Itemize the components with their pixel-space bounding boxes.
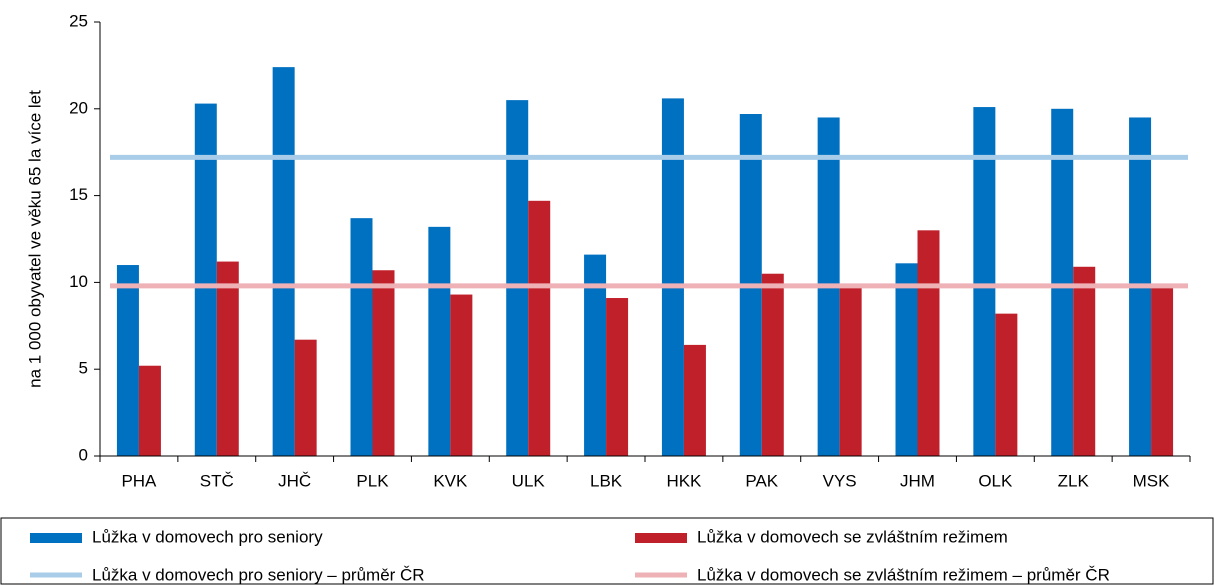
legend-swatch	[30, 533, 82, 543]
bar	[839, 285, 862, 456]
legend-box	[0, 517, 1214, 585]
y-tick-label: 15	[69, 185, 88, 204]
x-tick-label: JHČ	[278, 471, 311, 490]
bar	[1073, 266, 1096, 456]
bar	[506, 100, 529, 457]
x-tick-label: MSK	[1133, 471, 1171, 490]
x-tick-label: OLK	[978, 471, 1013, 490]
x-tick-label: KVK	[433, 471, 468, 490]
y-tick-label: 0	[79, 445, 88, 464]
bar	[216, 261, 239, 456]
bar	[372, 270, 395, 456]
bar	[895, 263, 918, 456]
bar	[683, 344, 706, 456]
bar	[528, 200, 551, 456]
bar	[761, 273, 784, 456]
bar	[294, 339, 317, 456]
x-tick-label: LBK	[590, 471, 623, 490]
bar	[1051, 108, 1074, 457]
bar	[606, 298, 629, 456]
bar	[1151, 284, 1174, 456]
y-axis-label: na 1 000 obyvatel ve věku 65 la více let	[25, 90, 44, 388]
y-tick-label: 20	[69, 98, 88, 117]
legend-label: Lůžka v domovech pro seniory – průměr ČR	[92, 565, 425, 584]
y-tick-label: 10	[69, 272, 88, 291]
bar	[973, 107, 996, 457]
bar	[661, 98, 684, 456]
bar	[917, 230, 940, 456]
bar	[350, 218, 373, 456]
x-tick-label: VYS	[823, 471, 857, 490]
x-tick-label: HKK	[666, 471, 702, 490]
bar	[450, 294, 473, 456]
bar	[272, 67, 295, 457]
legend-label: Lůžka v domovech pro seniory	[92, 527, 323, 546]
bar	[584, 254, 607, 456]
bar	[194, 103, 217, 456]
x-tick-label: JHM	[900, 471, 935, 490]
y-tick-label: 25	[69, 11, 88, 30]
bar	[116, 265, 139, 456]
bar	[138, 365, 161, 456]
legend-label: Lůžka v domovech se zvláštním režimem	[697, 527, 1008, 546]
x-tick-label: PAK	[745, 471, 778, 490]
legend-swatch	[635, 533, 687, 543]
x-tick-label: PLK	[356, 471, 389, 490]
bar	[995, 313, 1018, 456]
x-tick-label: ZLK	[1058, 471, 1090, 490]
legend-label: Lůžka v domovech se zvláštním režimem – …	[697, 565, 1110, 584]
x-tick-label: STČ	[200, 471, 234, 490]
y-tick-label: 5	[79, 359, 88, 378]
bar	[428, 226, 451, 456]
x-tick-label: ULK	[512, 471, 546, 490]
x-tick-label: PHA	[121, 471, 157, 490]
